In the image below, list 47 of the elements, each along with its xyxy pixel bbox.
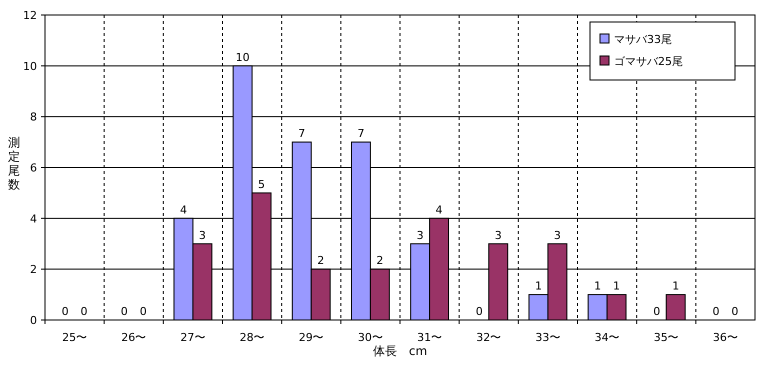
ytick: 6 <box>30 162 37 174</box>
ytick: 10 <box>23 60 37 73</box>
data-label: 1 <box>613 280 620 293</box>
xtick: 30〜 <box>358 331 383 344</box>
xtick: 36〜 <box>712 331 738 344</box>
xtick: 29〜 <box>298 331 324 344</box>
data-label: 1 <box>534 280 542 293</box>
data-label: 0 <box>653 305 660 318</box>
data-label: 0 <box>731 305 738 318</box>
data-label: 1 <box>672 280 680 293</box>
data-label: 4 <box>180 203 187 216</box>
data-label: 0 <box>120 305 128 318</box>
data-label: 3 <box>494 228 502 242</box>
xtick: 27〜 <box>180 331 206 344</box>
ytick: 0 <box>30 314 37 327</box>
data-label: 2 <box>317 254 324 268</box>
legend-label: ゴマサバ25尾 <box>614 55 683 68</box>
data-label: 7 <box>298 127 306 140</box>
legend-label: マサバ33尾 <box>614 33 672 46</box>
data-label: 0 <box>140 305 147 318</box>
data-label: 10 <box>236 50 250 64</box>
xtick: 31〜 <box>417 331 442 344</box>
xtick: 35〜 <box>654 331 679 344</box>
data-label: 4 <box>436 203 443 216</box>
data-label: 0 <box>476 305 483 318</box>
data-label: 1 <box>594 280 602 293</box>
xtick: 34〜 <box>594 331 620 344</box>
xtick: 33〜 <box>535 331 560 344</box>
data-label: 7 <box>357 127 364 140</box>
xtick: 25〜 <box>62 331 88 344</box>
xtick: 32〜 <box>476 331 502 344</box>
ylabel: 測定尾数 <box>8 136 20 192</box>
ytick: 4 <box>30 212 37 226</box>
data-label: 3 <box>416 228 424 242</box>
xtick: 28〜 <box>240 331 265 344</box>
data-label: 0 <box>80 305 88 318</box>
ytick: 12 <box>23 9 37 22</box>
ytick: 8 <box>30 110 37 124</box>
ytick: 2 <box>30 263 37 276</box>
data-label: 2 <box>376 254 384 268</box>
xtick: 26〜 <box>121 331 146 344</box>
data-label: 0 <box>712 305 720 318</box>
data-label: 3 <box>198 228 206 242</box>
xlabel: 体長 cm <box>372 344 428 358</box>
data-label: 5 <box>258 178 266 191</box>
data-label: 3 <box>554 228 561 242</box>
data-label: 0 <box>62 305 69 318</box>
